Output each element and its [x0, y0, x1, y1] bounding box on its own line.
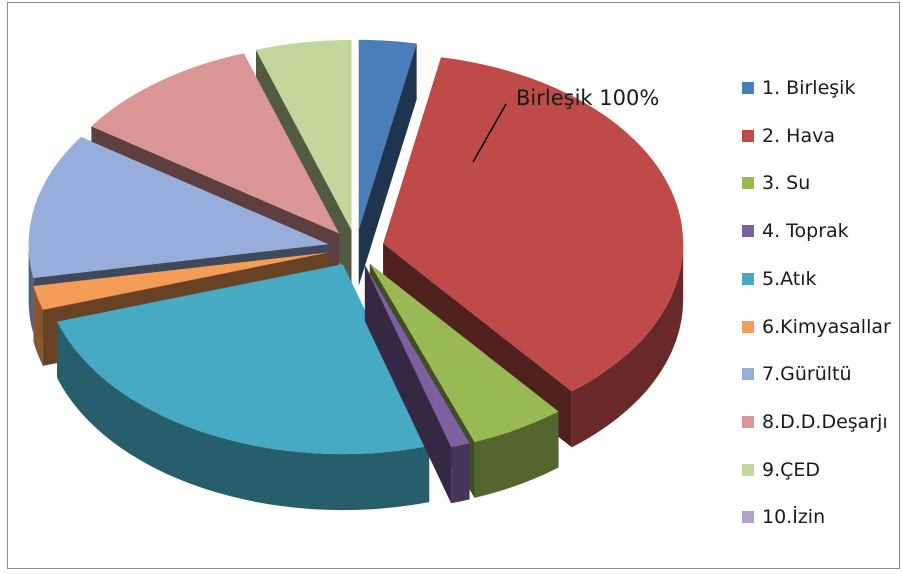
legend-swatch — [742, 177, 754, 190]
legend-swatch — [742, 272, 754, 285]
slice-7-top — [28, 137, 329, 278]
slice-8-top — [91, 53, 340, 234]
callout-label: Birleşik 100% — [516, 86, 660, 110]
slice-3-top — [369, 263, 559, 442]
slice-5 — [57, 264, 430, 511]
legend-item-3: 3. Su — [742, 171, 810, 195]
legend-item-5: 5.Atık — [742, 267, 817, 291]
legend-label: 9.ÇED — [762, 458, 821, 481]
legend-label: 7.Gürültü — [762, 363, 852, 386]
legend-item-8: 8.D.D.Deşarjı — [742, 410, 888, 434]
chart-frame — [7, 2, 900, 569]
legend-item-10: 10.İzin — [742, 505, 825, 529]
slice-1-top — [358, 39, 417, 230]
legend-label: 1. Birleşik — [762, 77, 856, 99]
legend-label: 4. Toprak — [762, 220, 849, 243]
legend-swatch — [742, 129, 754, 142]
legend-item-4: 4. Toprak — [742, 219, 849, 243]
legend-item-2: 2. Hava — [742, 124, 835, 148]
legend-swatch — [742, 511, 754, 524]
slice-4 — [364, 265, 470, 504]
slice-4-top — [364, 265, 470, 448]
slice-3-rim-1 — [474, 411, 559, 498]
legend-label: 10.İzin — [762, 506, 826, 529]
legend-label: 6.Kimyasallar — [762, 315, 891, 338]
legend-swatch — [742, 368, 754, 381]
legend-label: 2. Hava — [762, 124, 835, 147]
legend-swatch — [742, 463, 754, 476]
slice-7-rim-1 — [28, 244, 34, 334]
callout-leader-line — [472, 103, 507, 163]
slice-5-top — [57, 264, 430, 455]
slice-6-rim-1 — [33, 286, 43, 366]
legend-swatch — [742, 82, 754, 94]
slice-4-rim-1 — [451, 443, 470, 504]
slice-1-wall-2 — [358, 43, 417, 286]
legend-item-9: 9.ÇED — [742, 458, 820, 482]
legend-item-1: 1. Birleşik — [742, 76, 855, 100]
legend-item-7: 7.Gürültü — [742, 362, 852, 386]
legend-label: 5.Atık — [762, 267, 817, 290]
slice-6-top — [33, 252, 329, 310]
slice-2-top — [383, 57, 684, 392]
legend-swatch — [742, 225, 754, 238]
slice-5-rim-1 — [57, 321, 430, 511]
slice-9-top — [256, 40, 352, 231]
slice-1 — [358, 39, 417, 286]
slice-4-wall-2 — [364, 265, 452, 504]
slice-2-rim-1 — [571, 243, 684, 448]
legend-label: 3. Su — [762, 172, 811, 195]
legend-label: 8.D.D.Deşarjı — [762, 410, 888, 433]
legend-item-6: 6.Kimyasallar — [742, 315, 891, 339]
legend-swatch — [742, 415, 754, 428]
legend-swatch — [742, 320, 754, 333]
